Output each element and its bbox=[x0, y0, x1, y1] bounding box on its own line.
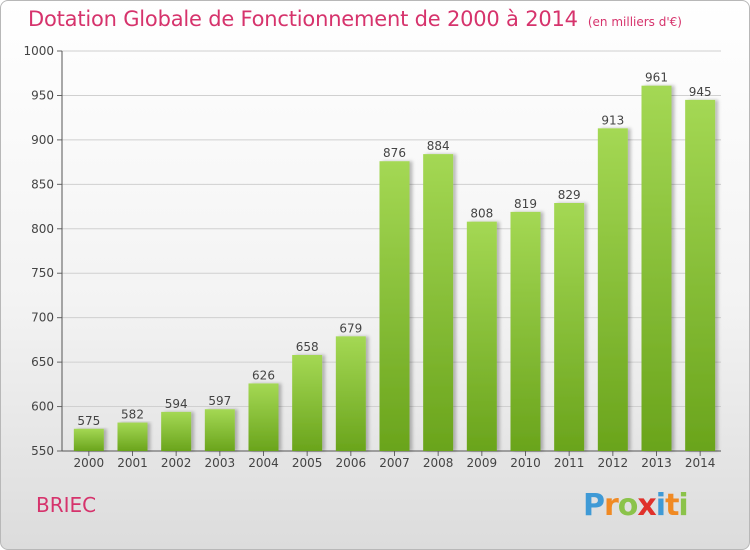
x-tick-label: 2010 bbox=[510, 456, 541, 470]
logo-letter: i bbox=[655, 488, 666, 523]
logo-letter: P bbox=[583, 488, 605, 523]
bar bbox=[554, 203, 585, 451]
y-tick-label: 650 bbox=[31, 355, 54, 369]
x-tick-label: 2002 bbox=[161, 456, 192, 470]
logo-letter: o bbox=[617, 488, 639, 523]
x-tick-label: 2005 bbox=[292, 456, 323, 470]
bar bbox=[379, 161, 410, 451]
chart-title: Dotation Globale de Fonctionnement de 20… bbox=[28, 7, 682, 31]
bar-value-label: 679 bbox=[339, 321, 362, 335]
bar bbox=[510, 211, 541, 451]
x-tick-label: 2013 bbox=[641, 456, 672, 470]
title-unit: (en milliers d'€) bbox=[587, 15, 682, 29]
bar-value-label: 945 bbox=[689, 85, 712, 99]
logo-letter: t bbox=[665, 488, 679, 523]
x-tick-label: 2009 bbox=[467, 456, 498, 470]
bar-value-label: 819 bbox=[514, 197, 537, 211]
bar bbox=[73, 428, 104, 451]
y-tick-label: 750 bbox=[31, 266, 54, 280]
bar-value-label: 626 bbox=[252, 368, 275, 382]
logo-letter: r bbox=[604, 488, 619, 523]
y-tick-label: 550 bbox=[31, 444, 54, 458]
bar-value-label: 594 bbox=[165, 397, 188, 411]
logo-letter: i bbox=[678, 488, 688, 523]
logo-letter: x bbox=[637, 488, 656, 523]
bar bbox=[466, 221, 497, 451]
x-tick-label: 2003 bbox=[205, 456, 236, 470]
bar bbox=[161, 411, 192, 451]
bar-value-label: 808 bbox=[470, 207, 493, 221]
x-tick-label: 2011 bbox=[554, 456, 585, 470]
bar bbox=[423, 154, 454, 451]
x-tick-label: 2012 bbox=[598, 456, 629, 470]
x-tick-label: 2001 bbox=[117, 456, 148, 470]
bar bbox=[248, 383, 279, 451]
y-tick-label: 900 bbox=[31, 133, 54, 147]
bar-value-label: 829 bbox=[558, 188, 581, 202]
bar bbox=[597, 128, 628, 451]
bar-value-label: 876 bbox=[383, 146, 406, 160]
title-main: Dotation Globale de Fonctionnement de 20… bbox=[28, 7, 578, 31]
bar bbox=[117, 422, 148, 451]
bar-value-label: 597 bbox=[208, 394, 231, 408]
bar-value-label: 575 bbox=[77, 414, 100, 428]
x-tick-label: 2008 bbox=[423, 456, 454, 470]
bar bbox=[685, 99, 716, 451]
bar-value-label: 582 bbox=[121, 408, 144, 422]
y-tick-label: 800 bbox=[31, 222, 54, 236]
x-tick-label: 2004 bbox=[248, 456, 279, 470]
x-tick-label: 2006 bbox=[336, 456, 367, 470]
axis-layer: 550 600 650 700 750 800 850 900 950 1000 2000 2001 2… bbox=[23, 44, 721, 470]
bar-value-label: 961 bbox=[645, 71, 668, 85]
y-tick-label: 1000 bbox=[23, 44, 54, 58]
y-tick-label: 850 bbox=[31, 177, 54, 191]
y-tick-label: 700 bbox=[31, 311, 54, 325]
bar bbox=[335, 336, 366, 451]
city-label: BRIEC bbox=[36, 493, 97, 517]
bar bbox=[292, 355, 323, 451]
bar bbox=[641, 85, 672, 452]
y-tick-label: 600 bbox=[31, 400, 54, 414]
x-tick-label: 2007 bbox=[379, 456, 410, 470]
bar-value-label: 884 bbox=[427, 139, 450, 153]
x-tick-label: 2014 bbox=[685, 456, 716, 470]
y-tick-label: 950 bbox=[31, 88, 54, 102]
bar-value-label: 913 bbox=[601, 113, 624, 127]
bar bbox=[204, 409, 235, 451]
bar-layer: 575 582 594 597 626 658 679 876 884 808 819 829 913 9… bbox=[73, 71, 716, 452]
proxiti-logo: Proxiti bbox=[583, 488, 689, 523]
x-tick-label: 2000 bbox=[74, 456, 105, 470]
bar-value-label: 658 bbox=[296, 340, 319, 354]
